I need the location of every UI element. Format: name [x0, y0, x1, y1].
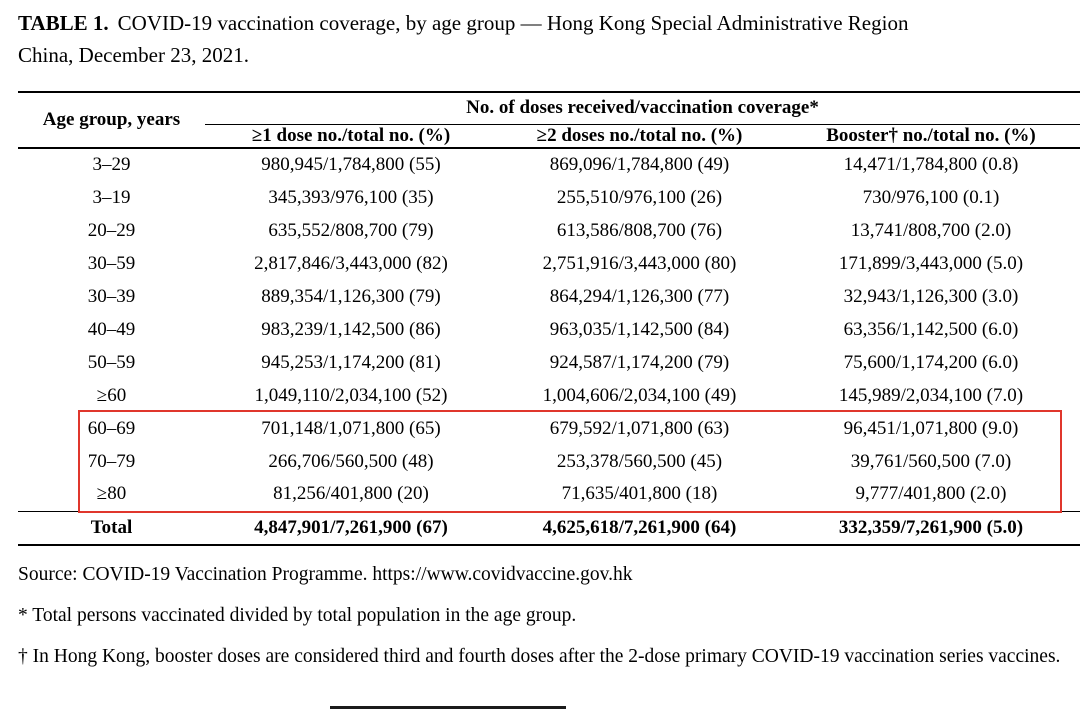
table-row: 3–19 345,393/976,100 (35) 255,510/976,10…: [18, 181, 1080, 214]
table-row: 20–29 635,552/808,700 (79) 613,586/808,7…: [18, 214, 1080, 247]
table-total-row: Total 4,847,901/7,261,900 (67) 4,625,618…: [18, 511, 1080, 545]
table-row: 3–29 980,945/1,784,800 (55) 869,096/1,78…: [18, 148, 1080, 181]
table-header-row-1: Age group, years No. of doses received/v…: [18, 92, 1080, 149]
footnotes-section: Source: COVID-19 Vaccination Programme. …: [18, 560, 1066, 673]
booster-cell: 14,471/1,784,800 (0.8): [843, 154, 1019, 175]
table-row: 40–49 983,239/1,142,500 (86) 963,035/1,1…: [18, 313, 1080, 346]
table-row-highlighted: ≥80 81,256/401,800 (20) 71,635/401,800 (…: [18, 478, 1080, 511]
booster-cell: 63,356/1,142,500 (6.0): [843, 318, 1019, 340]
total-dose2-cell: 4,625,618/7,261,900 (64): [542, 516, 737, 538]
age-group-cell: 3–29: [92, 154, 131, 175]
booster-cell: 96,451/1,071,800 (9.0): [843, 417, 1019, 439]
total-booster-cell: 332,359/7,261,900 (5.0): [838, 516, 1024, 538]
dose2-cell: 864,294/1,126,300 (77): [549, 285, 730, 307]
table-caption-label: TABLE 1.: [18, 11, 109, 35]
table-caption: TABLE 1. COVID-19 vaccination coverage, b…: [18, 8, 1080, 71]
dose1-cell: 2,817,846/3,443,000 (82): [254, 252, 448, 274]
dose2-cell: 2,751,916/3,443,000 (80): [542, 252, 737, 274]
table-row-highlighted: 70–79 266,706/560,500 (48) 253,378/560,5…: [18, 445, 1080, 478]
dose2-cell: 71,635/401,800 (18): [561, 483, 718, 505]
dose1-cell: 945,253/1,174,200 (81): [261, 351, 441, 373]
col-header-booster: Booster† no./total no. (%): [782, 124, 1080, 149]
document-page: TABLE 1. COVID-19 vaccination coverage, b…: [0, 8, 1080, 709]
age-group-cell: ≥80: [96, 483, 127, 505]
source-note: Source: COVID-19 Vaccination Programme. …: [18, 564, 633, 585]
col-header-dose2: ≥2 doses no./total no. (%): [497, 124, 782, 149]
age-group-cell: ≥60: [96, 384, 127, 406]
booster-cell: 730/976,100 (0.1): [862, 186, 1000, 208]
dose1-cell: 983,239/1,142,500 (86): [261, 318, 441, 340]
age-group-cell: 70–79: [87, 450, 136, 472]
booster-cell: 171,899/3,443,000 (5.0): [838, 252, 1024, 274]
dose2-cell: 253,378/560,500 (45): [556, 450, 723, 472]
vaccination-table-wrap: Age group, years No. of doses received/v…: [18, 91, 1080, 546]
dose2-cell: 255,510/976,100 (26): [556, 186, 723, 208]
vaccination-coverage-table: Age group, years No. of doses received/v…: [18, 91, 1080, 546]
table-header-row-2: ≥1 dose no./total no. (%) ≥2 doses no./t…: [18, 124, 1080, 149]
booster-cell: 145,989/2,034,100 (7.0): [838, 384, 1024, 406]
booster-cell: 9,777/401,800 (2.0): [855, 483, 1007, 505]
age-group-cell: 50–59: [87, 351, 136, 373]
dose1-cell: 980,945/1,784,800 (55): [261, 154, 441, 175]
table-row: ≥60 1,049,110/2,034,100 (52) 1,004,606/2…: [18, 379, 1080, 412]
age-group-cell: 20–29: [87, 219, 136, 241]
age-group-cell: 60–69: [87, 417, 136, 439]
dose2-cell: 924,587/1,174,200 (79): [549, 351, 730, 373]
dose1-cell: 1,049,110/2,034,100 (52): [254, 384, 448, 406]
table-row: 50–59 945,253/1,174,200 (81) 924,587/1,1…: [18, 346, 1080, 379]
table-caption-line2: China, December 23, 2021.: [18, 42, 249, 67]
col-header-dose1: ≥1 dose no./total no. (%): [205, 124, 497, 149]
dose2-cell: 869,096/1,784,800 (49): [549, 154, 730, 175]
dose2-cell: 679,592/1,071,800 (63): [549, 417, 730, 439]
booster-cell: 32,943/1,126,300 (3.0): [843, 285, 1019, 307]
col-header-doses-group: No. of doses received/vaccination covera…: [205, 92, 1080, 125]
age-group-cell: 30–59: [87, 252, 136, 274]
table-row-highlighted: 60–69 701,148/1,071,800 (65) 679,592/1,0…: [18, 412, 1080, 445]
col-header-age-group: Age group, years: [18, 92, 205, 149]
booster-cell: 75,600/1,174,200 (6.0): [843, 351, 1019, 373]
asterisk-footnote: * Total persons vaccinated divided by to…: [18, 605, 577, 627]
dose2-cell: 613,586/808,700 (76): [556, 219, 723, 241]
dose1-cell: 266,706/560,500 (48): [268, 450, 434, 472]
table-caption-line1: COVID-19 vaccination coverage, by age gr…: [117, 11, 909, 35]
dose2-cell: 1,004,606/2,034,100 (49): [542, 384, 737, 406]
table-row: 30–59 2,817,846/3,443,000 (82) 2,751,916…: [18, 247, 1080, 280]
dagger-footnote: † In Hong Kong, booster doses are consid…: [18, 646, 1061, 668]
dose1-cell: 701,148/1,071,800 (65): [261, 417, 441, 439]
dose2-cell: 963,035/1,142,500 (84): [549, 318, 730, 340]
booster-cell: 39,761/560,500 (7.0): [850, 450, 1012, 472]
dose1-cell: 81,256/401,800 (20): [273, 483, 429, 505]
age-group-cell: 30–39: [87, 285, 136, 307]
dose1-cell: 345,393/976,100 (35): [268, 186, 434, 208]
total-label-cell: Total: [90, 516, 133, 538]
total-dose1-cell: 4,847,901/7,261,900 (67): [254, 516, 448, 538]
age-group-cell: 3–19: [92, 186, 131, 208]
table-row: 30–39 889,354/1,126,300 (79) 864,294/1,1…: [18, 280, 1080, 313]
booster-cell: 13,741/808,700 (2.0): [850, 219, 1012, 241]
dose1-cell: 889,354/1,126,300 (79): [261, 285, 441, 307]
age-group-cell: 40–49: [87, 318, 136, 340]
dose1-cell: 635,552/808,700 (79): [268, 219, 434, 241]
